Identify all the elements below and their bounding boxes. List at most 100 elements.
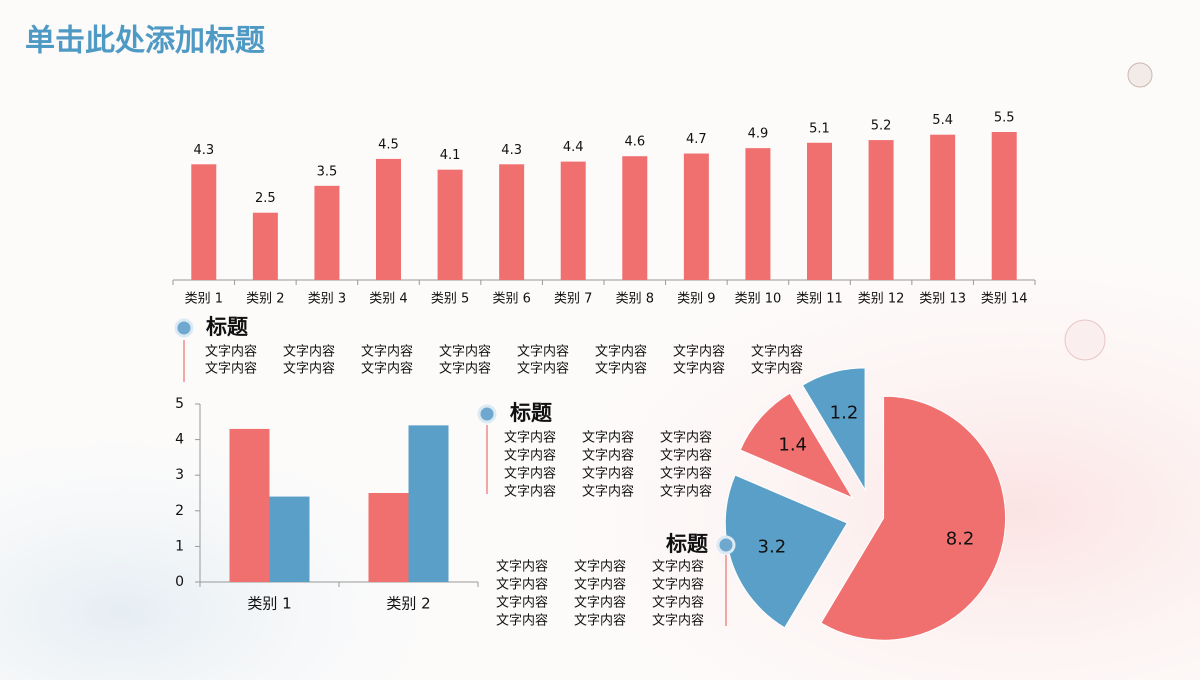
- block-text: 文字内容: [574, 559, 626, 575]
- block-text: 文字内容: [660, 448, 712, 464]
- data-label: 5.1: [809, 121, 830, 136]
- data-label: 5.4: [932, 113, 953, 128]
- block-text: 文字内容: [283, 344, 335, 360]
- data-label: 8.2: [946, 528, 975, 549]
- x-tick-label: 类别 10: [735, 292, 782, 307]
- data-label: 4.5: [378, 137, 399, 152]
- block-text: 文字内容: [582, 430, 634, 446]
- y-tick-label: 5: [175, 396, 184, 412]
- block-text: 文字内容: [205, 344, 257, 360]
- y-tick-label: 0: [175, 574, 184, 590]
- data-label: 5.5: [994, 111, 1015, 126]
- slide-title: 单击此处添加标题: [25, 24, 265, 59]
- pie-slice: [820, 395, 1007, 641]
- bullet-icon: [174, 318, 194, 338]
- block-text: 文字内容: [361, 361, 413, 377]
- data-label: 4.1: [440, 148, 461, 163]
- bar: [622, 156, 648, 280]
- bar: [930, 134, 956, 280]
- block-text: 文字内容: [361, 344, 413, 360]
- x-tick-label: 类别 13: [919, 292, 966, 307]
- data-label: 2.5: [255, 191, 276, 206]
- block-text: 文字内容: [496, 613, 548, 629]
- bar: [269, 496, 310, 582]
- x-tick-label: 类别 7: [554, 292, 592, 307]
- block-text: 文字内容: [652, 595, 704, 611]
- block-text: 文字内容: [496, 559, 548, 575]
- bullet-icon: [477, 404, 497, 424]
- block-text: 文字内容: [582, 448, 634, 464]
- data-label: 4.6: [624, 135, 645, 150]
- block-text: 文字内容: [595, 344, 647, 360]
- pie-slice: [739, 392, 854, 499]
- y-tick-label: 2: [175, 503, 184, 519]
- block-text: 文字内容: [496, 595, 548, 611]
- y-tick-label: 3: [175, 467, 184, 483]
- bar: [408, 425, 449, 582]
- block-text: 文字内容: [517, 361, 569, 377]
- block-text: 文字内容: [582, 484, 634, 500]
- bar: [745, 148, 771, 280]
- x-tick-label: 类别 8: [616, 292, 654, 307]
- data-label: 4.3: [193, 143, 214, 158]
- data-label: 4.7: [686, 132, 707, 147]
- block-heading: 标题: [666, 532, 709, 556]
- data-label: 5.2: [871, 119, 892, 134]
- block-text: 文字内容: [751, 361, 803, 377]
- bar: [991, 132, 1017, 280]
- bar: [314, 185, 340, 280]
- data-label: 4.4: [563, 140, 584, 155]
- block-text: 文字内容: [504, 448, 556, 464]
- block-text: 文字内容: [595, 361, 647, 377]
- block-text: 文字内容: [439, 361, 491, 377]
- block-text: 文字内容: [283, 361, 335, 377]
- data-label: 3.2: [758, 537, 787, 558]
- block-text: 文字内容: [673, 361, 725, 377]
- bar: [683, 153, 709, 280]
- x-tick-label: 类别 5: [431, 292, 469, 307]
- block-text: 文字内容: [652, 559, 704, 575]
- bar: [191, 164, 217, 280]
- block-text: 文字内容: [574, 577, 626, 593]
- data-label: 1.2: [830, 402, 859, 423]
- block-text: 文字内容: [660, 466, 712, 482]
- y-tick-label: 4: [175, 432, 184, 448]
- x-tick-label: 类别 2: [246, 292, 284, 307]
- data-label: 3.5: [317, 164, 338, 179]
- x-tick-label: 类别 2: [386, 595, 430, 613]
- block-heading: 标题: [510, 401, 553, 425]
- bar: [376, 158, 401, 280]
- block-text: 文字内容: [660, 484, 712, 500]
- block-text: 文字内容: [517, 344, 569, 360]
- block-text: 文字内容: [652, 577, 704, 593]
- bar: [368, 493, 409, 582]
- block-text: 文字内容: [504, 430, 556, 446]
- x-tick-label: 类别 1: [247, 595, 291, 613]
- data-label: 1.4: [778, 435, 807, 456]
- x-tick-label: 类别 1: [185, 292, 223, 307]
- x-tick-label: 类别 3: [308, 292, 346, 307]
- block-text: 文字内容: [652, 613, 704, 629]
- pie-slice: [724, 474, 848, 629]
- block-text: 文字内容: [439, 344, 491, 360]
- flower-decor: [1127, 62, 1153, 88]
- bar: [560, 161, 586, 280]
- block-text: 文字内容: [673, 344, 725, 360]
- x-tick-label: 类别 14: [981, 292, 1028, 307]
- pie-slice: [801, 367, 866, 492]
- block-text: 文字内容: [504, 484, 556, 500]
- x-tick-label: 类别 12: [858, 292, 905, 307]
- x-tick-label: 类别 4: [369, 292, 407, 307]
- x-tick-label: 类别 9: [677, 292, 715, 307]
- bar: [252, 212, 278, 280]
- block-text: 文字内容: [660, 430, 712, 446]
- block-text: 文字内容: [574, 595, 626, 611]
- data-label: 4.3: [501, 143, 522, 158]
- x-tick-label: 类别 6: [492, 292, 530, 307]
- block-text: 文字内容: [205, 361, 257, 377]
- bar: [229, 428, 270, 582]
- bullet-icon: [716, 535, 736, 555]
- x-tick-label: 类别 11: [796, 292, 843, 307]
- bar: [868, 140, 894, 280]
